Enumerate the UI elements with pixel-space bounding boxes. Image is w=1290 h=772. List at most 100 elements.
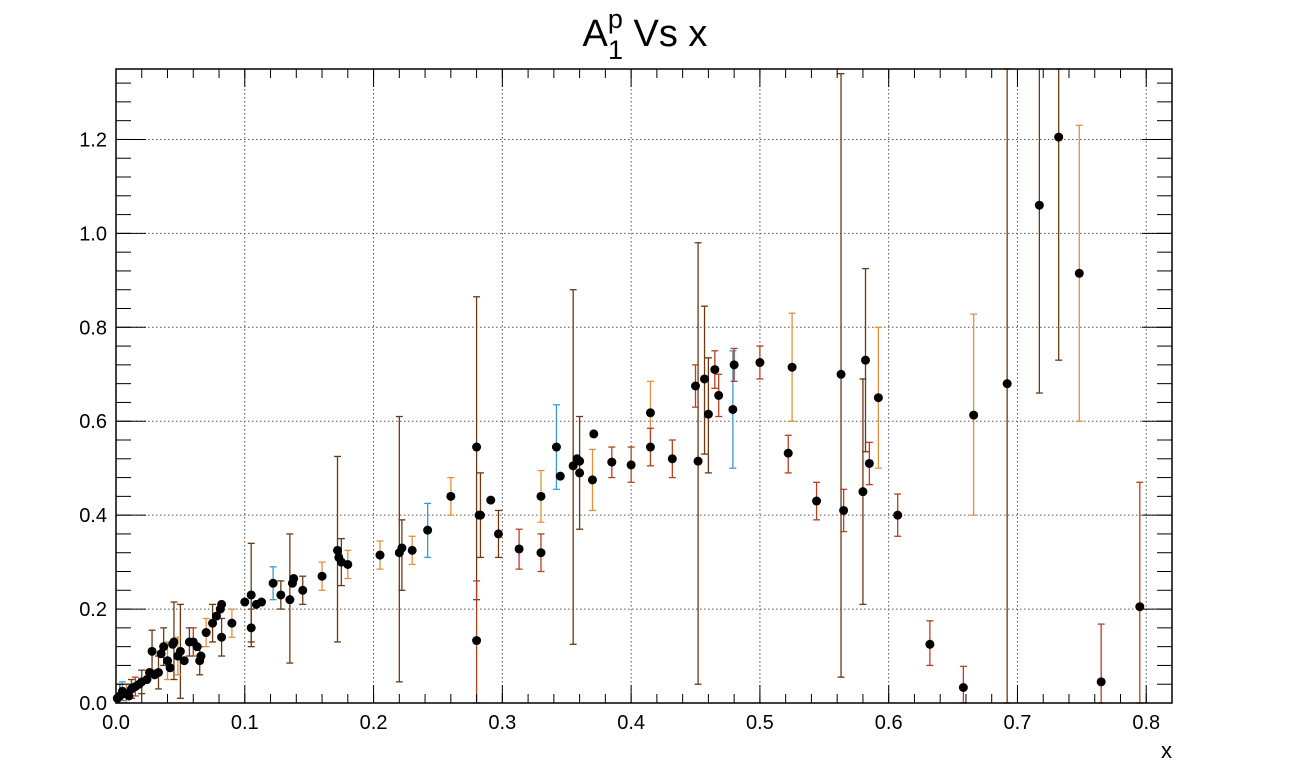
data-point [514,544,524,554]
data-point [839,505,849,515]
data-point [227,618,237,628]
data-point [201,628,211,638]
data-point [317,571,327,581]
data-point [156,649,166,659]
data-point [285,595,295,605]
data-point [645,408,655,418]
data-point [836,369,846,379]
data-point [211,611,221,621]
data-point [246,590,256,600]
data-point [289,574,299,584]
data-point [568,461,578,471]
data-point [1074,268,1084,278]
x-tick-label: 0.7 [1004,712,1032,734]
data-point [147,646,157,656]
data-point [714,390,724,400]
data-point [575,456,585,466]
y-tick-label: 1.0 [79,223,107,245]
data-point [217,599,227,609]
chart-title-main: A [583,13,609,55]
data-point [423,525,433,535]
data-point [240,597,250,607]
data-point [729,360,739,370]
y-tick-label: 0.2 [79,599,107,621]
y-tick-label: 0.8 [79,317,107,339]
data-point [1135,602,1145,612]
x-tick-label: 0.3 [488,712,516,734]
data-point [587,475,597,485]
data-points [112,132,1145,703]
data-point [589,429,599,439]
data-point [958,683,968,693]
data-point [728,404,738,414]
data-point [607,457,617,467]
data-point [407,545,417,555]
data-point [298,585,308,595]
data-point [192,642,202,652]
data-point [693,456,703,466]
data-point [551,442,561,452]
data-point [893,510,903,520]
data-point [334,552,344,562]
data-point [486,495,496,505]
data-point [397,543,407,553]
data-point [703,409,713,419]
axes: 0.0 0.1 0.2 0.3 0.4 0.5 0.6 0.7 0.8 0.0 0.2 0.4 0.6 0… [79,69,1173,734]
data-point [333,545,343,555]
data-point [861,355,871,365]
chart-title-rest: Vs x [623,13,707,55]
data-point [626,460,636,470]
data-point [268,578,278,588]
data-point [710,365,720,375]
data-point [700,374,710,384]
data-point [858,487,868,497]
x-tick-label: 0.8 [1132,712,1160,734]
x-tick-label: 0.6 [875,712,903,734]
data-point [112,693,122,703]
data-point [1034,200,1044,210]
data-point [208,618,218,628]
chart-title-superscript: p [608,4,623,34]
data-point [787,362,797,372]
x-axis-label: x [1161,738,1172,763]
grid-lines [116,69,1172,703]
y-tick-label: 0.6 [79,411,107,433]
data-point [246,623,256,633]
data-point [173,651,183,661]
x-tick-label: 0.1 [231,712,259,734]
data-point [493,529,503,539]
data-point [142,675,152,685]
data-point [375,550,385,560]
x-tick-label: 0.4 [617,712,645,734]
data-point [343,559,353,569]
data-point [474,510,484,520]
data-point [168,639,178,649]
data-point [755,358,765,368]
data-point [864,458,874,468]
data-point [645,442,655,452]
data-point [555,471,565,481]
plot-frame [115,68,1173,704]
chart-title-subscript: 1 [608,35,623,65]
data-point [536,548,546,558]
data-point [1054,132,1064,142]
data-point [812,496,822,506]
data-point [691,381,701,391]
y-tick-label: 1.2 [79,129,107,151]
data-point [150,670,160,680]
data-point [134,679,144,689]
data-point [783,448,793,458]
error-bars [116,68,1144,704]
x-tick-label: 0.0 [102,712,130,734]
data-point [969,410,979,420]
data-point [165,663,175,673]
data-point [575,468,585,478]
data-point [179,656,189,666]
x-tick-label: 0.5 [746,712,774,734]
data-point [159,642,169,652]
data-point [196,651,206,661]
data-point [217,632,227,642]
data-point [873,393,883,403]
y-tick-label: 0.4 [79,505,107,527]
